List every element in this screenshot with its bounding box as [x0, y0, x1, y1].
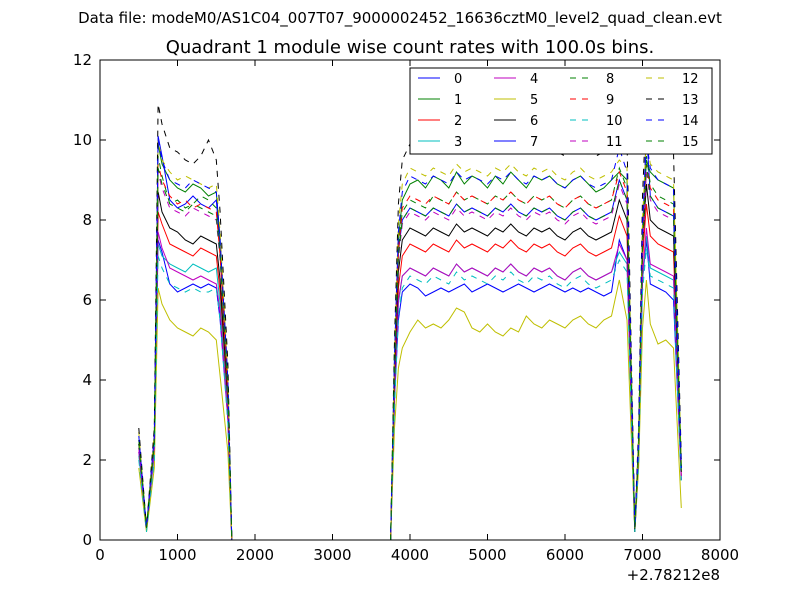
series-line-15: [138, 163, 682, 540]
legend-label-14: 14: [682, 114, 699, 129]
series-line-9: [138, 163, 682, 540]
x-tick-label: 8000: [701, 546, 739, 564]
y-tick-label: 8: [82, 211, 92, 229]
legend-label-9: 9: [606, 93, 614, 108]
y-tick-label: 6: [82, 291, 92, 309]
legend-label-13: 13: [682, 93, 699, 108]
x-tick-label: 6000: [546, 546, 584, 564]
legend-label-3: 3: [454, 135, 462, 150]
x-tick-label: 0: [95, 546, 105, 564]
x-tick-label: 1000: [158, 546, 196, 564]
series-line-2: [138, 203, 682, 540]
x-tick-label: 7000: [623, 546, 661, 564]
series-line-0: [138, 238, 682, 540]
x-tick-label: 5000: [468, 546, 506, 564]
legend-box: [409, 67, 713, 155]
x-tick-label: 4000: [391, 546, 429, 564]
data-file-header: Data file: modeM0/AS1C04_007T07_90000024…: [78, 9, 722, 28]
x-tick-label: 2000: [236, 546, 274, 564]
series-line-11: [138, 171, 682, 540]
y-tick-label: 0: [82, 531, 92, 549]
series-line-14: [138, 139, 682, 540]
chart-title: Quadrant 1 module wise count rates with …: [166, 37, 655, 58]
series-lines-group: [138, 103, 682, 540]
y-tick-label: 4: [82, 371, 92, 389]
y-tick-label: 2: [82, 451, 92, 469]
y-tick-label: 10: [73, 131, 92, 149]
legend-label-0: 0: [454, 72, 462, 87]
legend-label-12: 12: [682, 72, 699, 87]
legend-label-7: 7: [530, 135, 538, 150]
x-tick-label: 3000: [313, 546, 351, 564]
legend-label-10: 10: [606, 114, 623, 129]
series-line-6: [138, 183, 682, 540]
series-line-8: [138, 155, 682, 540]
series-line-1: [138, 143, 682, 540]
legend-label-15: 15: [682, 135, 699, 150]
legend-label-6: 6: [530, 114, 538, 129]
legend-label-2: 2: [454, 114, 462, 129]
series-line-4: [138, 227, 682, 540]
axis-ticks-group: 0 1000 2000 3000 4000 5000 6000 7000 80000246810…: [73, 51, 739, 564]
y-tick-label: 12: [73, 51, 92, 69]
legend-label-5: 5: [530, 93, 538, 108]
legend-label-4: 4: [530, 72, 538, 87]
series-line-5: [138, 279, 682, 540]
legend-label-11: 11: [606, 135, 623, 150]
series-line-10: [138, 247, 682, 540]
legend-label-1: 1: [454, 93, 462, 108]
legend-label-8: 8: [606, 72, 614, 87]
x-axis-offset-label: +2.78212e8: [627, 566, 720, 584]
